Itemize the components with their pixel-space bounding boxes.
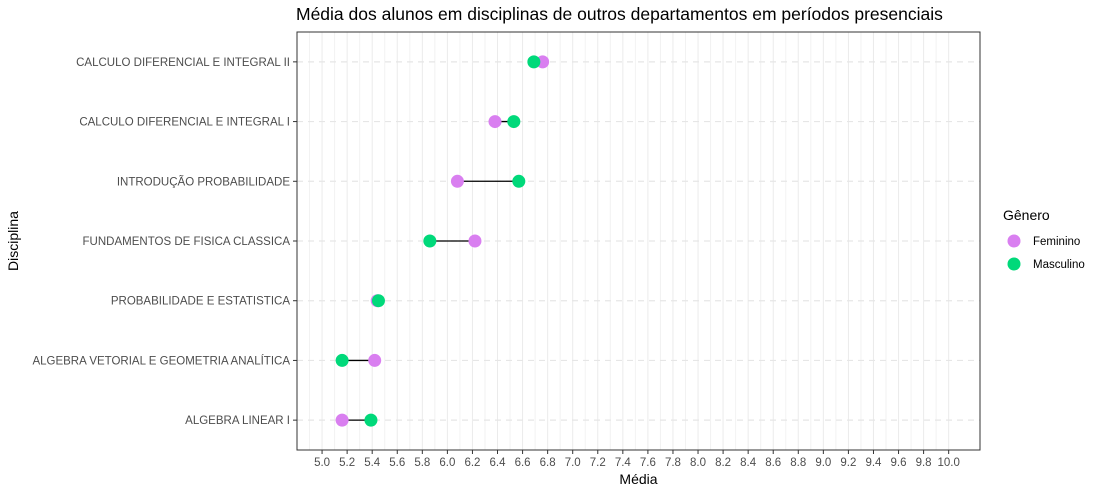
x-tick-label: 7.2	[590, 457, 606, 469]
data-point-masculino	[527, 55, 541, 69]
data-points	[335, 55, 550, 427]
y-tick-label: ALGEBRA LINEAR I	[185, 415, 290, 427]
data-point-masculino	[371, 294, 385, 308]
x-tick-label: 7.4	[615, 457, 632, 469]
data-point-masculino	[423, 234, 437, 248]
data-point-masculino	[507, 115, 521, 129]
x-tick-label: 7.6	[640, 457, 656, 469]
x-tick-label: 5.8	[414, 457, 430, 469]
y-axis: CALCULO DIFERENCIAL E INTEGRAL II CALCULO…	[32, 57, 297, 427]
x-tick-label: 6.4	[490, 457, 507, 469]
x-tick-label: 8.2	[715, 457, 731, 469]
x-tick-label: 5.0	[314, 457, 330, 469]
data-point-masculino	[335, 353, 349, 367]
x-axis: 5.0 5.2 5.4 5.6 5.8 6.0 6.2 6.4 6.6 6.8 7.0 7.2 7.4 7…	[314, 450, 960, 469]
data-point-feminino	[468, 234, 482, 248]
data-point-feminino	[368, 353, 382, 367]
x-tick-label: 8.8	[790, 457, 806, 469]
data-point-feminino	[450, 174, 464, 188]
y-axis-title: Disciplina	[5, 211, 21, 271]
x-tick-label: 6.8	[540, 457, 556, 469]
x-tick-label: 5.6	[389, 457, 405, 469]
grid-horizontal	[297, 61, 980, 421]
plot-area	[296, 31, 981, 451]
x-tick-label: 6.0	[439, 457, 455, 469]
x-tick-label: 9.6	[891, 457, 907, 469]
legend-key-masculino	[1007, 257, 1021, 271]
x-tick-label: 6.6	[515, 457, 531, 469]
x-tick-label: 8.4	[740, 457, 757, 469]
y-tick-label: CALCULO DIFERENCIAL E INTEGRAL I	[79, 117, 290, 129]
y-tick-label: PROBABILIDADE E ESTATISTICA	[111, 296, 290, 308]
x-tick-label: 6.2	[464, 457, 480, 469]
x-tick-label: 9.2	[840, 457, 856, 469]
y-tick-label: CALCULO DIFERENCIAL E INTEGRAL II	[76, 57, 290, 69]
legend-title: Gênero	[1003, 207, 1050, 223]
chart-title: Média dos alunos em disciplinas de outro…	[296, 4, 943, 24]
x-tick-label: 5.2	[339, 457, 355, 469]
y-tick-label: ALGEBRA VETORIAL E GEOMETRIA ANALÍTICA	[32, 354, 290, 367]
data-point-masculino	[364, 413, 378, 427]
x-tick-label: 9.0	[815, 457, 831, 469]
x-tick-label: 8.0	[690, 457, 706, 469]
y-tick-label: FUNDAMENTOS DE FISICA CLASSICA	[83, 236, 291, 248]
data-point-feminino	[488, 115, 502, 129]
x-tick-label: 10.0	[937, 457, 959, 469]
x-tick-label: 8.6	[765, 457, 781, 469]
legend: Gênero Feminino Masculino	[1003, 207, 1085, 271]
data-point-masculino	[512, 174, 526, 188]
legend-key-feminino	[1007, 234, 1021, 248]
x-tick-label: 9.4	[865, 457, 882, 469]
x-tick-label: 9.8	[916, 457, 932, 469]
legend-label: Feminino	[1033, 236, 1080, 248]
legend-items: Feminino Masculino	[1007, 234, 1085, 271]
y-tick-label: INTRODUÇÃO PROBABILIDADE	[117, 175, 290, 188]
legend-label: Masculino	[1033, 259, 1085, 271]
data-point-feminino	[335, 413, 349, 427]
x-tick-label: 7.8	[665, 457, 681, 469]
x-axis-title: Média	[619, 471, 657, 487]
x-tick-label: 7.0	[565, 457, 581, 469]
x-tick-label: 5.4	[364, 457, 381, 469]
